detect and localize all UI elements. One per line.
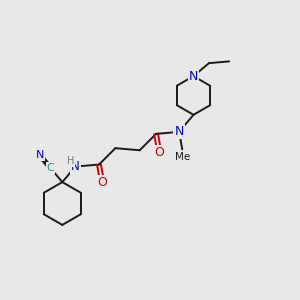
Text: N: N [189,70,198,83]
Text: N: N [36,151,44,160]
Text: O: O [97,176,107,189]
Text: N: N [175,125,184,138]
Text: H: H [67,156,74,166]
Text: C: C [46,163,54,173]
Text: Me: Me [175,152,190,162]
Text: O: O [154,146,164,158]
Text: N: N [71,160,80,173]
